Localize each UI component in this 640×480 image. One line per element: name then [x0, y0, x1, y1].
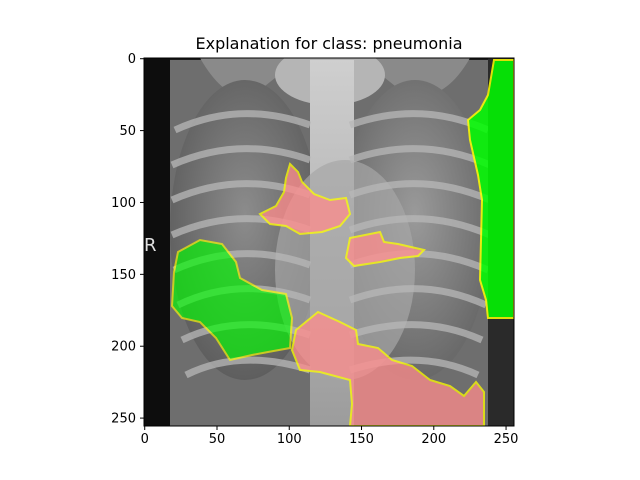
x-tick-label: 0 [141, 432, 149, 447]
x-tick-label: 50 [209, 432, 226, 447]
y-tick-label: 200 [111, 340, 136, 355]
negative-region-lower [290, 310, 485, 426]
x-axis: 0 50 100 150 200 250 [141, 426, 519, 447]
negative-region-upper-center [258, 162, 352, 236]
x-tick-label: 200 [421, 432, 446, 447]
positive-region-left-lung [170, 238, 294, 362]
x-tick-label: 250 [494, 432, 519, 447]
y-tick-label: 0 [128, 52, 136, 67]
y-tick-label: 250 [111, 412, 136, 427]
positive-region-right-edge [466, 59, 514, 319]
x-tick-label: 150 [349, 432, 374, 447]
axes-frame [143, 57, 515, 427]
figure-title: Explanation for class: pneumonia [196, 34, 463, 53]
y-tick-label: 100 [111, 196, 136, 211]
side-marker: R [144, 235, 157, 256]
x-tick-label: 100 [277, 432, 302, 447]
y-tick-label: 150 [111, 268, 136, 283]
y-tick-label: 50 [119, 124, 136, 139]
xray-image: R [144, 58, 514, 426]
negative-region-mid-right [344, 230, 426, 268]
y-axis: 0 50 100 150 200 250 [111, 52, 144, 427]
